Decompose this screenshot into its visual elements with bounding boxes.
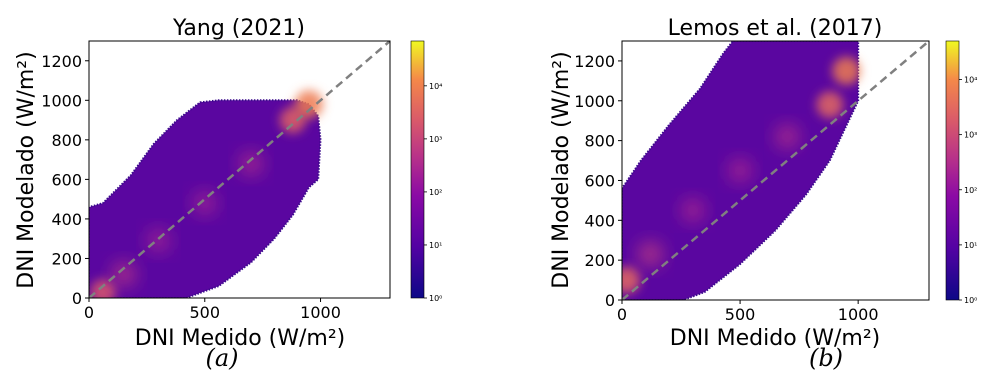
x-tick-label: 500 [189, 303, 220, 322]
density-blob [294, 90, 324, 119]
panel-a-colorbar-ticks: 10⁰ 10¹ 10² 10³ 10⁴ [424, 82, 442, 303]
density-blob [681, 199, 705, 222]
density-blob [622, 266, 641, 294]
y-tick-label: 400 [584, 211, 615, 230]
panel-b-x-label: DNI Medido (W/m²) [670, 326, 880, 351]
panel-a: Yang (2021) 0 500 1000 0 200 400 600 800 1000 12… [14, 16, 442, 371]
colorbar-tick-label: 10² [429, 188, 442, 197]
colorbar-tick-label: 10³ [429, 135, 442, 144]
panel-b-colorbar [945, 40, 960, 301]
panel-a-density-core [90, 90, 324, 298]
density-blob [193, 191, 216, 215]
panel-b-reference-line [622, 41, 929, 300]
density-blob [90, 279, 116, 298]
y-tick-label: 1200 [574, 52, 615, 71]
y-tick-label: 800 [51, 131, 82, 150]
panel-a-reference-line [89, 41, 390, 298]
y-tick-label: 1200 [41, 52, 82, 71]
panel-b-y-label: DNI Modelado (W/m²) [549, 51, 574, 288]
panel-a-x-ticks: 0 500 1000 [84, 298, 341, 322]
y-tick-label: 800 [584, 132, 615, 151]
x-tick-label: 0 [84, 303, 94, 322]
x-tick-label: 1000 [838, 305, 879, 324]
panel-a-title: Yang (2021) [172, 16, 305, 41]
colorbar-tick-label: 10⁰ [429, 294, 442, 303]
panel-a-x-label: DNI Medido (W/m²) [135, 326, 345, 351]
density-blob [816, 91, 844, 119]
panel-b-caption: (b) [809, 344, 843, 371]
panel-b-axes-frame [621, 40, 930, 301]
y-tick-label: 0 [605, 291, 615, 310]
x-tick-label: 500 [725, 305, 756, 324]
density-blob [832, 56, 861, 85]
y-tick-label: 0 [72, 289, 82, 308]
y-tick-label: 1000 [574, 92, 615, 111]
panel-b-colorbar-ticks: 10⁰ 10¹ 10² 10³ 10⁴ [959, 76, 977, 305]
density-blob [775, 125, 799, 149]
density-blob [239, 152, 263, 175]
panel-b: Lemos et al. (2017) 0 500 1000 0 200 400 600 8… [549, 16, 977, 371]
colorbar-tick-label: 10⁴ [964, 76, 977, 85]
panel-b-y-ticks: 0 200 400 600 800 1000 1200 [574, 52, 622, 310]
density-blob [147, 229, 170, 252]
density-blob [638, 242, 663, 267]
density-blob [728, 159, 752, 182]
colorbar-tick-label: 10¹ [429, 241, 442, 250]
x-tick-label: 1000 [300, 303, 341, 322]
panel-a-axes-frame [88, 40, 391, 299]
colorbar-tick-label: 10⁴ [429, 82, 442, 91]
y-tick-label: 600 [51, 170, 82, 189]
panel-b-density-core [622, 56, 861, 294]
panel-a-y-ticks: 0 200 400 600 800 1000 1200 [41, 52, 89, 308]
panel-a-y-label: DNI Modelado (W/m²) [14, 51, 39, 288]
panel-a-caption: (a) [205, 344, 238, 371]
y-tick-label: 400 [51, 210, 82, 229]
x-tick-label: 0 [617, 305, 627, 324]
y-tick-label: 200 [584, 251, 615, 270]
y-tick-label: 200 [51, 249, 82, 268]
colorbar-tick-label: 10² [964, 186, 977, 195]
y-tick-label: 600 [584, 171, 615, 190]
density-blob [111, 262, 136, 287]
panel-b-title: Lemos et al. (2017) [668, 16, 883, 41]
panel-a-colorbar [410, 40, 425, 299]
colorbar-tick-label: 10³ [964, 131, 977, 140]
colorbar-tick-label: 10⁰ [964, 296, 977, 305]
colorbar-tick-label: 10¹ [964, 241, 977, 250]
y-tick-label: 1000 [41, 91, 82, 110]
panel-b-x-ticks: 0 500 1000 [617, 300, 879, 324]
